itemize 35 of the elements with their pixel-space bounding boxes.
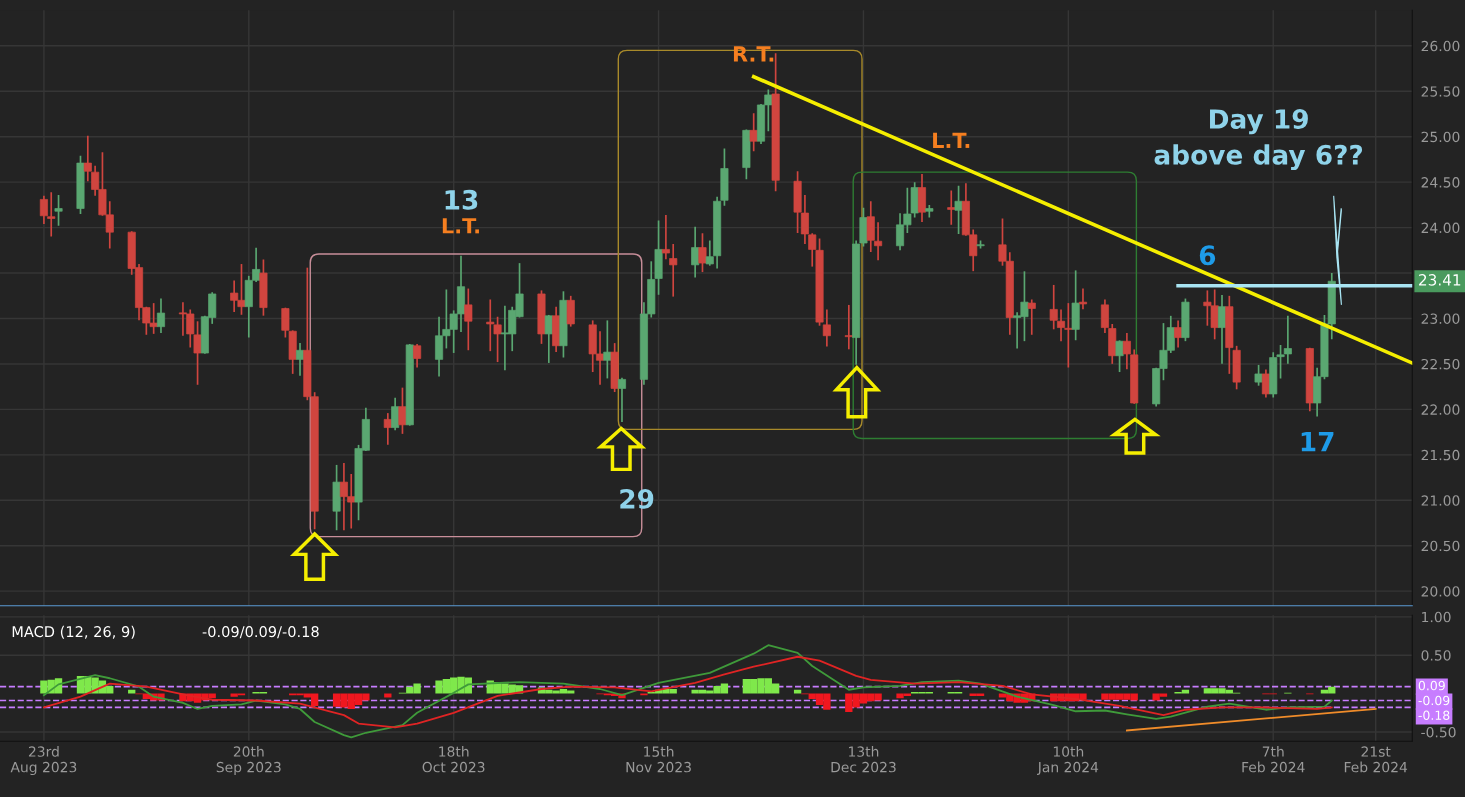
y-tick-label: 24.50 [1421,177,1460,188]
y-tick-label: 0.50 [1421,650,1451,661]
y-tick-label: 23.00 [1421,313,1460,324]
y-tick-label: 22.50 [1421,358,1460,370]
y-tick-label: 24.00 [1421,222,1460,234]
y-tick-label: 20.00 [1421,586,1460,597]
y-tick-label: 25.00 [1421,131,1460,143]
y-tick-label: 20.50 [1421,540,1460,552]
x-tick-label: 7th Feb 2024 [1242,746,1305,773]
ref-line-label: 0.09 [1418,680,1445,691]
text: MACD (12, 26, 9) [12,625,135,639]
annotation: 13 [445,189,478,210]
x-tick-label: 20th Sep 2023 [216,746,281,776]
y-tick-label: 1.00 [1422,611,1451,623]
y-tick-label: 22.00 [1421,404,1460,415]
x-tick-label: 18th Oct 2023 [422,746,485,773]
ref-line-label: -0.09 [1418,695,1450,706]
x-tick-label: 21st Feb 2024 [1344,746,1408,773]
y-tick-label: 21.50 [1421,449,1460,461]
x-tick-label: 13th Dec 2023 [831,746,896,773]
annotation: L.T. [442,218,479,234]
ref-line-label: -0.18 [1418,710,1450,721]
annotation: 6 [1199,245,1216,266]
y-tick-label: 25.50 [1421,86,1460,97]
x-tick-label: 10th Jan 2024 [1037,746,1099,775]
y-tick-label: -0.50 [1421,726,1456,738]
x-tick-label: 23rd Aug 2023 [10,746,77,776]
annotation: L.T. [933,132,970,148]
y-tick-label: 26.00 [1421,40,1460,52]
annotation: 17 [1301,431,1334,452]
text: 23.41 [1419,274,1461,286]
text: -0.09/0.09/-0.18 [202,626,319,639]
annotation: Day 19 above day 6?? [1154,109,1363,171]
y-tick-label: 21.00 [1421,495,1460,506]
x-tick-label: 15th Nov 2023 [626,746,691,773]
